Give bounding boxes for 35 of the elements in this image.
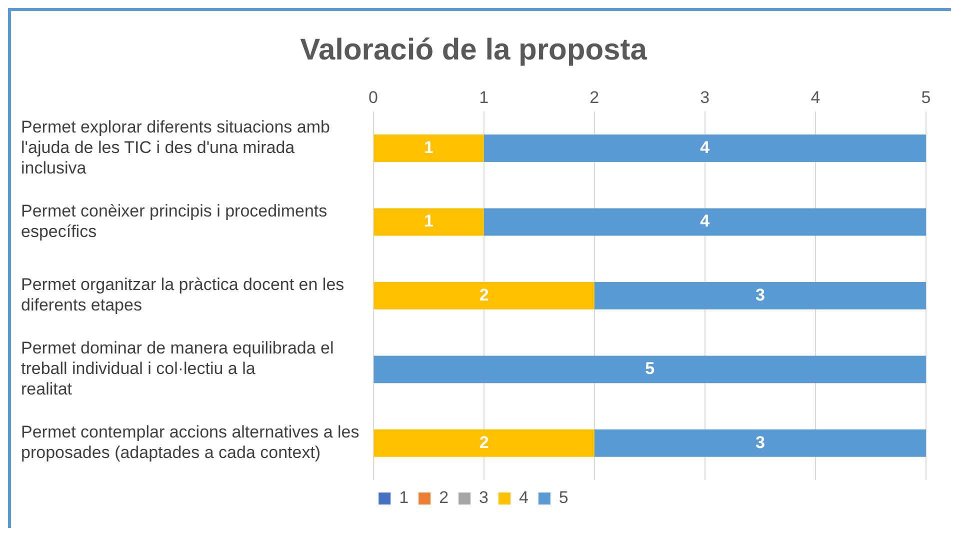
x-tick-label: 2 [590,88,600,107]
x-tick-label: 0 [368,88,378,107]
legend-label: 2 [439,488,449,508]
y-tick-label: Permet contemplar accions alternatives a les proposades (adaptades a cada context) [21,422,360,462]
bar [374,208,484,236]
data-label: 2 [479,285,489,304]
y-tick-label: Permet dominar de manera equilibrada el treball individual i col·lectiu a la realitat [21,338,334,399]
y-tick-label: Permet explorar diferents situacions amb l'ajuda de les TIC i des d'una mirada inclusiva [21,118,330,178]
data-label: 4 [700,212,710,231]
data-label: 2 [479,432,489,452]
bar [594,282,926,310]
data-label: 1 [424,212,434,231]
legend-label: 1 [399,488,409,508]
legend-label: 4 [518,488,528,508]
bar [374,356,926,384]
data-label: 4 [700,138,710,157]
bar [374,429,594,457]
x-tick-label: 1 [479,88,489,107]
bar [484,134,926,162]
y-tick-label: Permet conèixer principis i procediments específics [21,201,328,241]
bar [484,208,926,236]
data-label: 3 [755,432,765,452]
chart-title: Valoració de la proposta [300,33,648,66]
data-label: 5 [645,359,655,378]
data-label: 1 [424,138,434,157]
x-tick-label: 4 [810,88,820,107]
legend-label: 3 [479,488,488,508]
data-label: 3 [755,285,765,304]
x-tick-label: 5 [921,88,931,107]
bar [374,282,594,310]
bar [594,429,926,457]
legend-label: 5 [558,488,568,508]
y-tick-label: Permet organitzar la pràctica docent en les diferents etapes [21,275,344,315]
bar [374,134,484,162]
x-tick-label: 3 [700,88,710,107]
